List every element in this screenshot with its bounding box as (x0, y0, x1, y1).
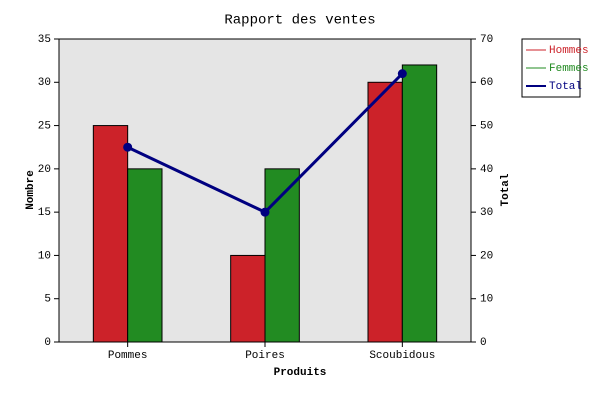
point (260, 207, 270, 217)
bar (367, 81, 403, 343)
y-tick-label: 35 (38, 34, 51, 46)
bar (230, 254, 266, 343)
y-tick-label: 15 (38, 207, 51, 219)
bar (92, 125, 129, 343)
y-axis-title: Nombre (25, 170, 37, 210)
y2-tick-label: 30 (480, 207, 493, 219)
y-tick-label: 20 (38, 164, 51, 176)
bar (264, 168, 300, 343)
legend-label: Hommes (549, 45, 589, 57)
chart-title: Rapport des ventes (224, 13, 375, 29)
y2-tick-label: 60 (480, 77, 493, 89)
point (123, 142, 133, 152)
bar (127, 168, 163, 343)
y2-tick-label: 20 (480, 250, 493, 262)
y-tick-label: 0 (44, 337, 51, 349)
y2-tick-label: 10 (480, 294, 493, 306)
x-axis-title: Produits (274, 367, 327, 379)
y-tick-label: 25 (38, 120, 51, 132)
y2-axis-title: Total (500, 173, 512, 206)
y2-tick-label: 70 (480, 34, 493, 46)
x-tick-label: Pommes (108, 350, 148, 362)
bar (401, 64, 438, 343)
y2-tick-label: 40 (480, 164, 493, 176)
x-tick-label: Scoubidous (369, 350, 435, 362)
y2-tick-label: 50 (480, 120, 493, 132)
point (397, 69, 407, 79)
y2-tick-label: 0 (480, 337, 487, 349)
y-tick-label: 10 (38, 250, 51, 262)
legend-label: Total (549, 81, 582, 93)
legend-label: Femmes (549, 63, 589, 75)
y-tick-label: 30 (38, 77, 51, 89)
x-tick-label: Poires (245, 350, 285, 362)
y-tick-label: 5 (44, 294, 51, 306)
